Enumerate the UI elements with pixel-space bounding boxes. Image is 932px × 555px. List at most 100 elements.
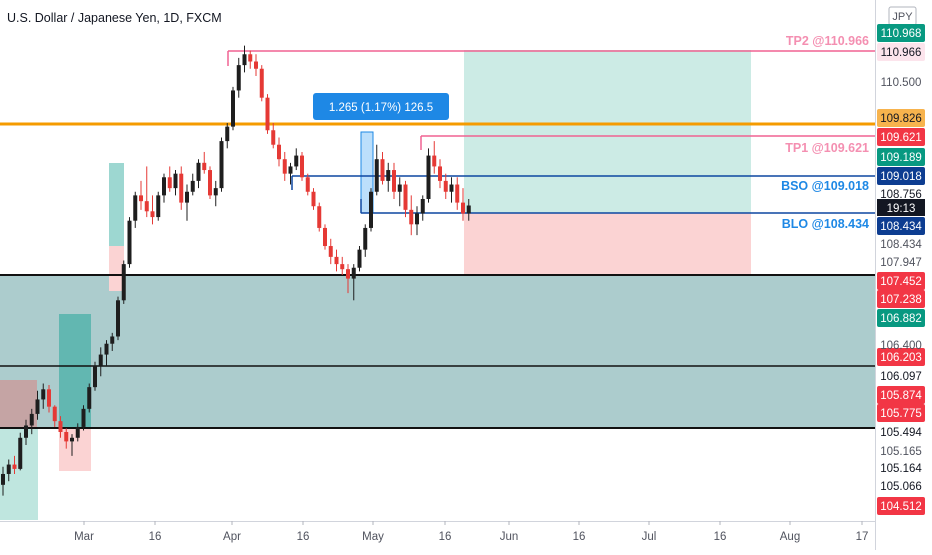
x-tick-label: 16 [439, 531, 452, 543]
candle-body [392, 170, 396, 192]
candle-body [202, 162, 207, 171]
x-tick-label: Jun [500, 531, 519, 543]
countdown-timer: 19:13 [887, 203, 916, 215]
candle-body [461, 202, 465, 214]
candle-body [156, 195, 161, 218]
price-tag-bg [877, 43, 925, 61]
candle-body [179, 173, 184, 203]
x-tick-label: 16 [149, 531, 162, 543]
candle-body [167, 177, 172, 189]
price-tag: 108.434 [880, 239, 922, 251]
candle-body [282, 159, 287, 174]
candle-body [443, 180, 448, 192]
price-tag: 105.164 [880, 463, 922, 475]
price-tag-bg [877, 217, 925, 235]
price-tag: 105.066 [880, 481, 922, 493]
price-tag: 105.874 [880, 390, 922, 402]
candle-body [24, 425, 28, 438]
price-tag-bg [877, 309, 925, 327]
candle-body [386, 170, 391, 181]
price-tag-bg [877, 109, 925, 127]
candle-body [190, 180, 195, 192]
measure-tooltip [313, 93, 449, 120]
candle-body [294, 155, 299, 167]
candle-body [208, 170, 212, 196]
candle-body [449, 184, 454, 192]
price-tag-bg [877, 290, 925, 308]
candles [1, 45, 471, 496]
candle-body [363, 227, 368, 250]
candle-body [58, 421, 63, 432]
price-tag-bg [877, 148, 925, 166]
blo-label: BLO @108.434 [782, 217, 869, 231]
candle-body [242, 54, 247, 66]
candle-body [334, 256, 339, 265]
candle-body [70, 437, 74, 442]
candle-body [438, 166, 442, 181]
candle-body [415, 213, 419, 225]
candle-body [311, 191, 316, 207]
price-tag: 109.018 [880, 171, 922, 183]
candle-body [420, 198, 425, 214]
candle-body [271, 130, 276, 145]
candle-body [18, 437, 23, 469]
candle-body [259, 68, 264, 98]
price-tag-bg [877, 185, 925, 203]
candle-body [374, 159, 379, 192]
candle-body [127, 220, 132, 265]
candle-body [116, 300, 120, 337]
price-tag-bg [877, 235, 925, 253]
tp2-label: TP2 @110.966 [786, 34, 869, 48]
candle-body [1, 473, 5, 485]
zone-box-red-1 [59, 428, 91, 471]
candle-body [265, 97, 270, 131]
price-tag: 105.775 [880, 408, 922, 420]
price-tag: 105.165 [880, 446, 922, 458]
candle-body [41, 389, 46, 400]
candle-body [139, 195, 143, 202]
candle-body [323, 227, 327, 247]
price-tag-bg [877, 24, 925, 42]
price-tag-bg [877, 442, 925, 460]
candle-body [340, 264, 345, 270]
price-tag-bg [877, 459, 925, 477]
candle-body [6, 464, 11, 474]
price-tag: 110.968 [881, 28, 922, 40]
time-axis[interactable]: Mar 16 Apr 16 May 16 Jun 16 Jul 16 Aug 17 [74, 521, 868, 543]
price-tag-bg [877, 272, 925, 290]
price-tag: 109.826 [880, 113, 922, 125]
candle-body [185, 191, 189, 203]
candle-body [397, 184, 402, 192]
candle-body [300, 155, 304, 178]
price-tag-bg [877, 477, 925, 495]
price-tag: 104.512 [880, 501, 922, 513]
candle-body [162, 177, 166, 196]
candle-body [236, 65, 241, 91]
chart-title: U.S. Dollar / Japanese Yen, 1D, FXCM [7, 11, 222, 25]
price-tag-bg [877, 404, 925, 422]
bso-label: BSO @109.018 [781, 179, 869, 193]
loss-zone[interactable] [464, 213, 751, 275]
candle-body [173, 173, 178, 189]
candle-body [98, 354, 103, 366]
zone-box-red-2 [109, 246, 124, 291]
candle-body [466, 205, 471, 214]
candle-body [121, 264, 126, 301]
price-tag: 106.882 [880, 313, 922, 325]
price-tag-bg [877, 128, 925, 146]
x-tick-label: May [362, 531, 384, 543]
candle-body [351, 267, 356, 279]
candle-body [29, 413, 34, 426]
candle-body [75, 426, 80, 438]
candle-body [52, 406, 57, 422]
price-tag: 107.238 [880, 294, 922, 306]
price-tag-bg [877, 423, 925, 441]
profit-zone[interactable] [464, 50, 751, 213]
candle-body [317, 206, 322, 228]
price-tag-bg [877, 497, 925, 515]
candle-body [288, 166, 293, 174]
candle-body [35, 399, 40, 414]
price-tag: 105.494 [880, 427, 922, 439]
